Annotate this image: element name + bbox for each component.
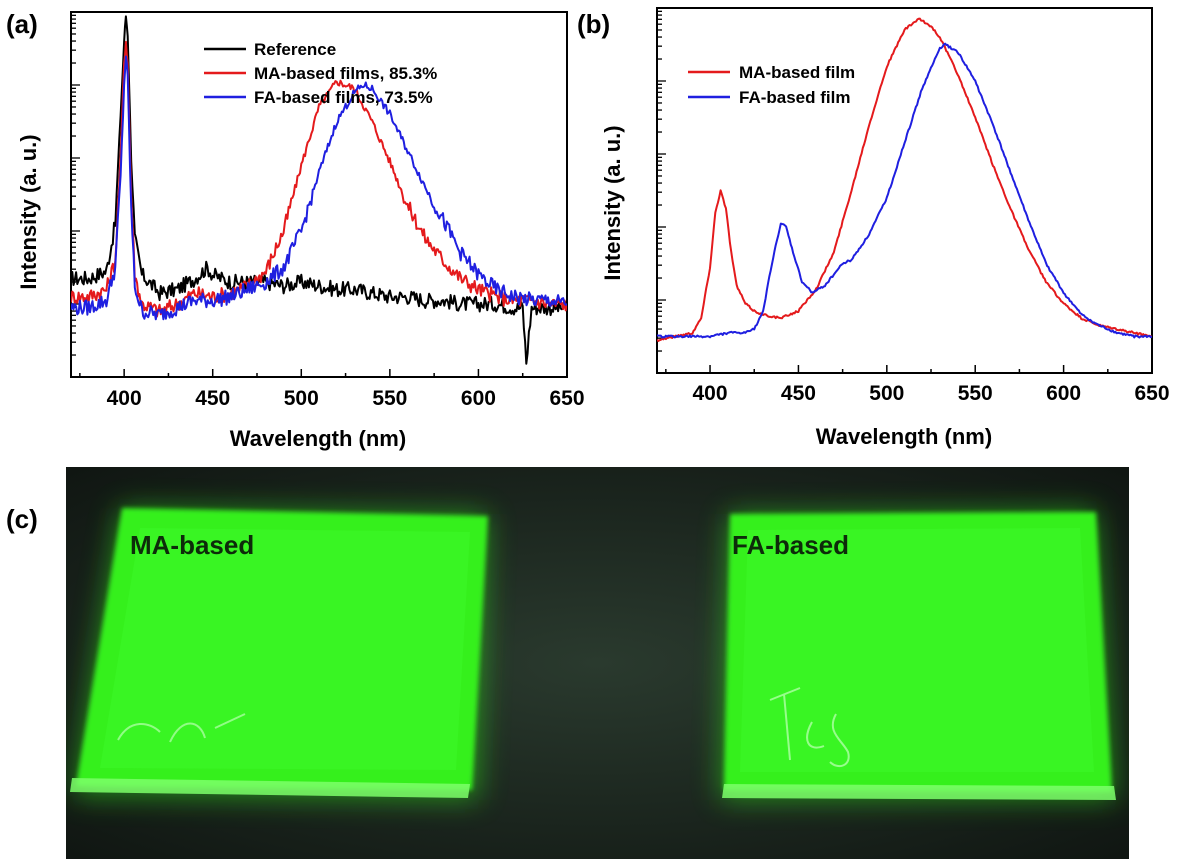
panel-c: (c) MA-based FA-based <box>6 467 1129 859</box>
panel-a-series <box>71 15 567 365</box>
fa-film-edge <box>722 784 1116 800</box>
panel-b-y-axis-title: Intensity (a. u.) <box>600 125 625 280</box>
x-tick-label: 450 <box>781 382 816 405</box>
legend-label-fa-films: FA-based films, 73.5% <box>254 88 433 107</box>
panel-a-y-ticks <box>71 14 80 378</box>
x-tick-label: 500 <box>869 382 904 405</box>
x-tick-label: 550 <box>958 382 993 405</box>
ma-film-center <box>100 528 470 770</box>
x-tick-label: 500 <box>284 387 319 410</box>
panel-b-x-axis-title: Wavelength (nm) <box>816 424 992 449</box>
panel-a-x-ticks: 400 450 500 550 600 650 <box>79 369 585 410</box>
panel-b-legend: MA-based film FA-based film <box>688 63 855 107</box>
fa-film-sample: FA-based <box>720 510 1116 800</box>
panel-b-x-ticks: 400 450 500 550 600 650 <box>665 365 1170 405</box>
series-line-reference <box>71 15 567 365</box>
x-tick-label: 400 <box>693 382 728 405</box>
x-tick-label: 450 <box>195 387 230 410</box>
panel-a-label: (a) <box>6 9 38 39</box>
legend-label-ma-films: MA-based films, 85.3% <box>254 64 437 83</box>
ma-based-photo-label: MA-based <box>130 530 254 560</box>
legend-label-fa-film: FA-based film <box>739 88 850 107</box>
panel-a: (a) 400 450 500 550 600 650 Wavelength (nm) I… <box>6 9 585 451</box>
x-tick-label: 650 <box>1134 382 1169 405</box>
panel-c-label: (c) <box>6 504 38 534</box>
series-line-fa-based-film <box>657 42 1152 339</box>
ma-film-edge <box>70 778 470 798</box>
legend-label-ma-film: MA-based film <box>739 63 855 82</box>
legend-label-reference: Reference <box>254 40 336 59</box>
x-tick-label: 600 <box>1046 382 1081 405</box>
panel-a-x-axis-title: Wavelength (nm) <box>230 426 406 451</box>
x-tick-label: 600 <box>461 387 496 410</box>
x-tick-label: 550 <box>372 387 407 410</box>
ma-film-handwriting <box>117 713 246 743</box>
panel-b-y-ticks <box>657 10 666 374</box>
series-line-ma-based-film <box>657 17 1152 342</box>
fa-film-center <box>740 528 1094 772</box>
x-tick-label: 400 <box>107 387 142 410</box>
panel-a-legend: Reference MA-based films, 85.3% FA-based… <box>204 40 437 107</box>
series-line-fa-based-films-73-5- <box>71 55 567 321</box>
x-tick-label: 650 <box>549 387 584 410</box>
panel-b-series <box>657 17 1152 342</box>
ma-film-sample: MA-based <box>70 508 488 800</box>
photo: MA-based FA-based <box>66 467 1129 859</box>
panel-a-y-axis-title: Intensity (a. u.) <box>16 134 41 289</box>
series-line-ma-based-films-85-3- <box>71 40 567 318</box>
panel-b-plot-frame <box>656 7 1153 374</box>
fa-film-handwriting <box>769 687 850 768</box>
panel-b-label: (b) <box>577 9 610 39</box>
panel-b: (b) 400 450 500 550 600 650 Wavelength (nm) I… <box>577 7 1170 449</box>
panel-a-plot-frame <box>70 11 568 378</box>
fa-based-photo-label: FA-based <box>732 530 849 560</box>
